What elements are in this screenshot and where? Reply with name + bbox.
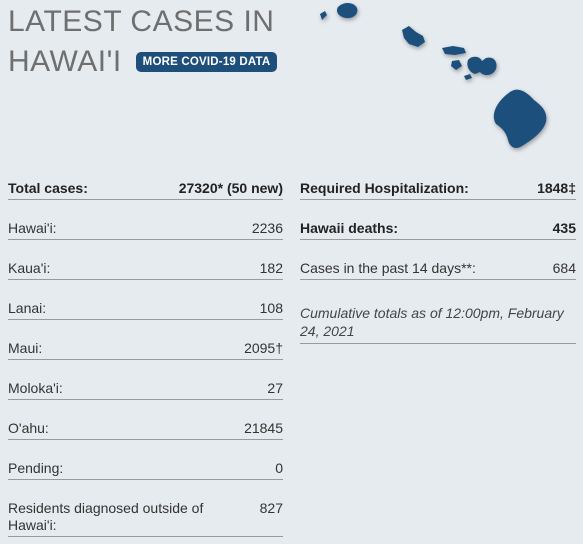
island-row-kauai: Kaua'i: 182 bbox=[8, 260, 283, 280]
island-label: Lanai: bbox=[8, 300, 47, 316]
past-14-days-label: Cases in the past 14 days**: bbox=[300, 260, 476, 276]
island-row-lanai: Lanai: 108 bbox=[8, 300, 283, 320]
deaths-value: 435 bbox=[552, 220, 576, 236]
island-value: 2095† bbox=[244, 340, 283, 356]
island-label: O'ahu: bbox=[8, 420, 49, 436]
title-line-1: LATEST CASES IN bbox=[8, 5, 275, 38]
island-row-hawaii: Hawai'i: 2236 bbox=[8, 220, 283, 240]
island-value: 0 bbox=[275, 460, 283, 476]
island-value: 108 bbox=[259, 300, 283, 316]
island-value: 27 bbox=[267, 380, 283, 396]
past-14-days-row: Cases in the past 14 days**: 684 bbox=[300, 260, 576, 280]
page-title: LATEST CASES IN HAWAI'I MORE COVID-19 DA… bbox=[8, 4, 278, 80]
island-label: Maui: bbox=[8, 340, 43, 356]
island-value: 182 bbox=[259, 260, 283, 276]
total-cases-label: Total cases: bbox=[8, 180, 88, 196]
total-cases-value: 27320* (50 new) bbox=[178, 180, 283, 196]
total-cases-row: Total cases: 27320* (50 new) bbox=[8, 180, 283, 200]
right-column: Required Hospitalization: 1848‡ Hawaii d… bbox=[300, 180, 576, 344]
left-column: Total cases: 27320* (50 new) Hawai'i: 22… bbox=[8, 180, 283, 544]
hawaii-islands-map-icon bbox=[320, 2, 547, 148]
island-row-oahu: O'ahu: 21845 bbox=[8, 420, 283, 440]
island-label: Residents diagnosed outside of Hawai'i: bbox=[8, 500, 204, 533]
more-covid-data-button[interactable]: MORE COVID-19 DATA bbox=[135, 52, 278, 72]
island-label: Pending: bbox=[8, 460, 64, 476]
island-value: 2236 bbox=[251, 220, 283, 236]
island-row-maui: Maui: 2095† bbox=[8, 340, 283, 360]
island-label: Kaua'i: bbox=[8, 260, 51, 276]
deaths-row: Hawaii deaths: 435 bbox=[300, 220, 576, 240]
title-line-2: HAWAI'I bbox=[8, 45, 122, 78]
cumulative-note: Cumulative totals as of 12:00pm, Februar… bbox=[300, 304, 576, 344]
deaths-label: Hawaii deaths: bbox=[300, 220, 399, 236]
island-label: Moloka'i: bbox=[8, 380, 63, 396]
hospitalization-row: Required Hospitalization: 1848‡ bbox=[300, 180, 576, 200]
past-14-days-value: 684 bbox=[552, 260, 576, 276]
island-label: Hawai'i: bbox=[8, 220, 57, 236]
island-row-outside: Residents diagnosed outside of Hawai'i: … bbox=[8, 500, 283, 537]
hospitalization-label: Required Hospitalization: bbox=[300, 180, 469, 196]
island-row-pending: Pending: 0 bbox=[8, 460, 283, 480]
hospitalization-value: 1848‡ bbox=[537, 180, 576, 196]
island-row-molokai: Moloka'i: 27 bbox=[8, 380, 283, 400]
island-value: 827 bbox=[259, 500, 283, 516]
island-value: 21845 bbox=[244, 420, 283, 436]
